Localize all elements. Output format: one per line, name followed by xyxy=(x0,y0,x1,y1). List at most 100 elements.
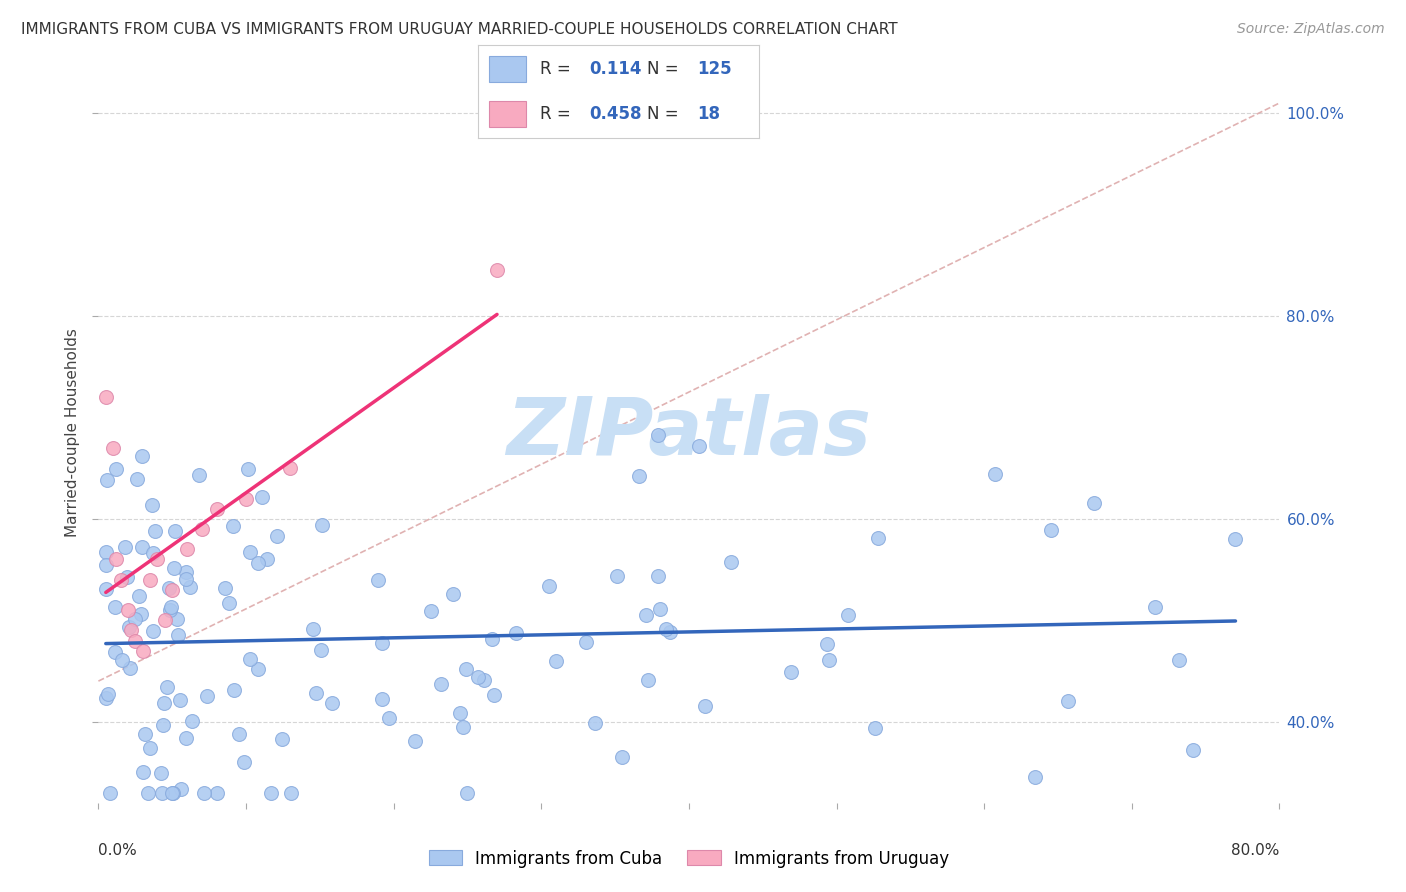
Point xyxy=(247,556,270,570)
Point xyxy=(179,580,201,594)
Point xyxy=(1225,532,1247,546)
Point xyxy=(110,573,132,587)
Point xyxy=(146,552,169,566)
Point xyxy=(419,604,441,618)
Point xyxy=(125,472,148,486)
Point xyxy=(207,786,229,800)
Point xyxy=(98,786,121,800)
Point xyxy=(111,652,134,666)
Text: Source: ZipAtlas.com: Source: ZipAtlas.com xyxy=(1237,22,1385,37)
Point xyxy=(247,662,270,676)
Point xyxy=(280,786,302,800)
Point xyxy=(505,625,527,640)
Text: R =: R = xyxy=(540,60,576,78)
Point xyxy=(818,653,841,667)
Point xyxy=(222,518,245,533)
Point xyxy=(96,473,118,487)
Point xyxy=(141,499,163,513)
Point xyxy=(117,603,139,617)
Point xyxy=(96,558,118,572)
Point xyxy=(378,711,401,725)
Point xyxy=(174,731,197,745)
Point xyxy=(239,545,262,559)
Point xyxy=(131,449,153,463)
Point xyxy=(637,673,659,688)
Point xyxy=(104,599,127,614)
Bar xyxy=(489,101,526,127)
Point xyxy=(159,603,181,617)
Point xyxy=(134,726,156,740)
Point xyxy=(162,582,183,597)
Point xyxy=(815,637,838,651)
Point xyxy=(655,622,678,636)
Point xyxy=(169,782,191,797)
Point xyxy=(256,552,278,566)
Point xyxy=(481,632,503,646)
Point xyxy=(167,628,190,642)
Text: R =: R = xyxy=(540,105,576,123)
Text: 0.0%: 0.0% xyxy=(98,843,138,857)
Legend: Immigrants from Cuba, Immigrants from Uruguay: Immigrants from Cuba, Immigrants from Ur… xyxy=(420,841,957,876)
Point xyxy=(222,682,245,697)
Point xyxy=(160,786,183,800)
Point xyxy=(214,581,236,595)
Point xyxy=(260,786,283,800)
Point xyxy=(132,643,155,657)
Point xyxy=(136,786,159,800)
Point xyxy=(612,750,634,764)
Point xyxy=(153,696,176,710)
Point xyxy=(575,635,598,649)
Point xyxy=(1024,770,1046,784)
Point xyxy=(162,786,184,800)
Point xyxy=(193,786,215,800)
Point xyxy=(118,620,141,634)
Point xyxy=(176,542,198,557)
Point xyxy=(142,546,165,560)
Point xyxy=(367,573,389,587)
Point xyxy=(1040,523,1063,537)
Point xyxy=(174,566,197,580)
Text: N =: N = xyxy=(647,105,683,123)
Point xyxy=(404,734,426,748)
Point xyxy=(174,572,197,586)
Point xyxy=(128,589,150,603)
Point xyxy=(837,608,859,623)
Point xyxy=(104,462,127,476)
Point xyxy=(1083,496,1105,510)
Point xyxy=(103,441,125,455)
Y-axis label: Married-couple Households: Married-couple Households xyxy=(65,328,80,537)
Text: 0.114: 0.114 xyxy=(589,60,641,78)
Point xyxy=(659,625,682,640)
Point xyxy=(544,655,567,669)
Point xyxy=(311,518,333,533)
Point xyxy=(370,636,392,650)
Point xyxy=(456,786,478,800)
Point xyxy=(114,540,136,554)
Point xyxy=(779,665,801,679)
Point xyxy=(454,662,477,676)
Point xyxy=(868,531,890,545)
Text: 0.458: 0.458 xyxy=(589,105,641,123)
Point xyxy=(647,569,669,583)
Point xyxy=(484,688,506,702)
Point xyxy=(863,721,886,735)
Point xyxy=(441,587,464,601)
Point xyxy=(472,673,495,687)
Point xyxy=(309,642,332,657)
Point xyxy=(647,428,669,442)
Point xyxy=(159,582,181,596)
Point xyxy=(449,706,471,720)
Point xyxy=(486,263,509,277)
Point xyxy=(228,727,250,741)
Point xyxy=(181,714,204,728)
Point xyxy=(583,715,606,730)
Point xyxy=(1056,693,1078,707)
Point xyxy=(371,692,394,706)
Point xyxy=(166,612,188,626)
Point xyxy=(139,740,162,755)
Text: 18: 18 xyxy=(697,105,720,123)
Point xyxy=(104,644,127,658)
Point xyxy=(120,624,142,638)
Text: 80.0%: 80.0% xyxy=(1232,843,1279,857)
Point xyxy=(720,555,742,569)
